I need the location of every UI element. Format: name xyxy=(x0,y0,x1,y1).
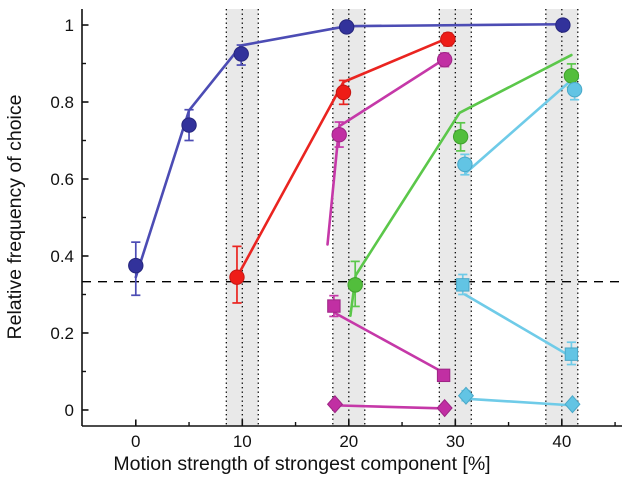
y-tick-label: 1 xyxy=(65,16,74,35)
data-point-green-circles xyxy=(563,68,580,84)
series-line-cyan-circles xyxy=(464,76,576,175)
data-point-magenta-diamonds xyxy=(436,398,453,418)
highlight-band xyxy=(439,9,472,426)
data-point-blue-circles xyxy=(555,17,571,33)
series-line-magenta-diamonds xyxy=(334,404,446,410)
data-point-blue-circles xyxy=(338,19,355,35)
y-tick-label: 0.2 xyxy=(50,324,74,343)
data-point-blue-circles xyxy=(233,46,249,62)
highlight-band xyxy=(332,9,365,426)
data-point-blue-circles xyxy=(181,117,197,133)
data-point-magenta-squares xyxy=(436,368,451,383)
y-tick-label: 0.4 xyxy=(50,247,74,266)
highlight-band xyxy=(226,9,259,426)
data-markers-layer xyxy=(128,17,583,418)
data-point-cyan-circles xyxy=(566,81,583,98)
y-tick-label: 0.6 xyxy=(50,170,74,189)
series-line-cyan-squares xyxy=(463,293,573,359)
data-point-red-circles xyxy=(440,31,456,47)
x-tick-label: 0 xyxy=(131,432,140,451)
data-point-green-circles xyxy=(347,277,363,293)
y-axis-label: Relative frequency of choice xyxy=(4,95,26,340)
highlight-bands-layer xyxy=(225,9,579,426)
x-axis-label: Motion strength of strongest component [… xyxy=(113,453,490,475)
data-point-cyan-squares xyxy=(564,347,579,361)
data-point-blue-circles xyxy=(128,257,144,274)
series-line-green-circles xyxy=(349,53,573,317)
series-line-cyan-diamonds xyxy=(465,397,574,407)
x-tick-label: 20 xyxy=(339,432,358,451)
y-tick-label: 0.8 xyxy=(50,93,74,112)
data-point-green-circles xyxy=(452,128,469,145)
data-point-magenta-circles xyxy=(436,51,453,68)
x-tick-label: 40 xyxy=(552,432,571,451)
data-point-cyan-diamonds xyxy=(564,395,581,414)
data-point-red-circles xyxy=(229,269,245,285)
data-point-cyan-squares xyxy=(456,278,470,292)
data-point-magenta-diamonds xyxy=(326,395,344,414)
x-tick-label: 30 xyxy=(446,432,465,451)
y-tick-label: 0 xyxy=(65,401,74,420)
data-point-cyan-diamonds xyxy=(457,386,475,405)
data-point-magenta-squares xyxy=(327,299,341,313)
data-point-magenta-circles xyxy=(331,127,347,143)
data-point-cyan-circles xyxy=(457,156,473,173)
series-line-magenta-squares xyxy=(333,311,445,374)
axes-layer: 0 10 20 30 40 0 0.2 0.4 0.6 0.8 1 xyxy=(50,9,622,451)
x-tick-label: 10 xyxy=(233,432,252,451)
data-point-red-circles xyxy=(335,84,352,101)
